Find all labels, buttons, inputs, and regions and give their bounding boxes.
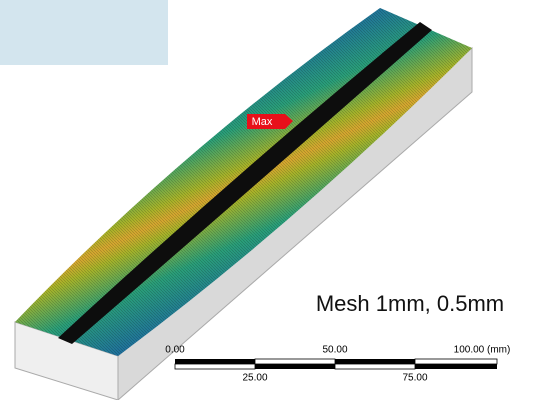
scale-label: 50.00 xyxy=(322,345,347,356)
scale-segment xyxy=(415,364,497,369)
scale-label: 100.00 (mm) xyxy=(454,345,511,356)
scale-label: 25.00 xyxy=(242,373,267,384)
scale-segment xyxy=(175,359,255,364)
scale-label: 0.00 xyxy=(165,345,185,356)
scale-segment xyxy=(335,364,415,369)
scale-segment xyxy=(255,359,335,364)
viewport: Max Mesh 1mm, 0.5mm 0.00 50.00 100.00 (m… xyxy=(0,0,538,400)
scale-segment xyxy=(255,364,335,369)
scale-label: 75.00 xyxy=(402,373,427,384)
model-view: Max Mesh 1mm, 0.5mm 0.00 50.00 100.00 (m… xyxy=(0,0,538,400)
caption: Mesh 1mm, 0.5mm xyxy=(316,291,504,316)
scale-segment xyxy=(415,359,497,364)
scale-segment xyxy=(335,359,415,364)
max-label: Max xyxy=(252,116,273,128)
scale-segment xyxy=(175,364,255,369)
scale-bar: 0.00 50.00 100.00 (mm) 25.00 75.00 xyxy=(165,345,510,384)
panel-background xyxy=(0,0,168,65)
